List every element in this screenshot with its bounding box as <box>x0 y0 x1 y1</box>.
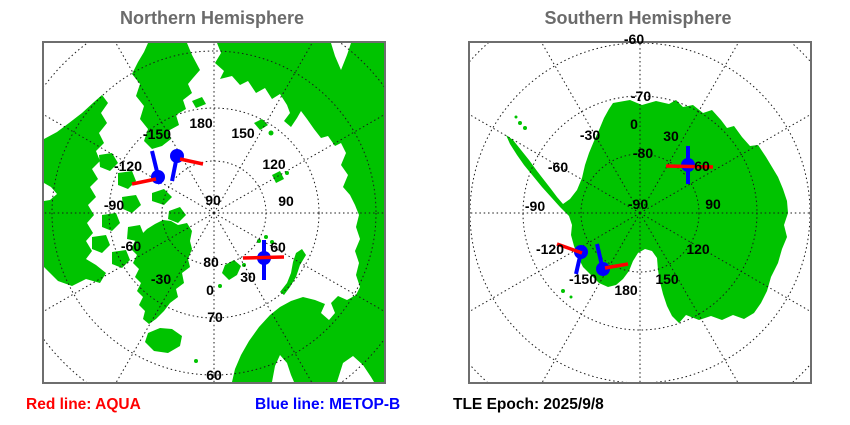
northern-hemisphere-svg <box>44 43 384 382</box>
island <box>152 189 172 205</box>
meridian-line <box>115 43 215 214</box>
southern-hemisphere-map: -60 -70 0 30 -30 -80 -60 60 -90 -90 90 -120 -150 180 1… <box>468 32 812 384</box>
northern-hemisphere-map: 180 150 -150 120 -120 90 -90 90 -60 -30 80 30 60 0 70 6… <box>42 41 386 384</box>
island <box>99 153 118 171</box>
meridian-line <box>541 43 641 214</box>
island <box>122 195 141 213</box>
landmass-north <box>44 43 384 382</box>
meridian-line <box>213 212 313 382</box>
island <box>268 130 274 136</box>
meridian-line <box>541 212 641 382</box>
island-wrangel <box>192 97 206 108</box>
island <box>242 263 246 267</box>
island-franz-josef <box>264 235 268 239</box>
island <box>514 115 518 119</box>
latitude-circle <box>108 107 320 319</box>
meridian-line <box>639 212 810 312</box>
satellite-position-dot <box>151 170 165 184</box>
aqua-track-line <box>604 262 629 270</box>
meridian-line <box>115 212 215 382</box>
island <box>92 235 110 253</box>
island-svalbard <box>222 260 241 280</box>
island-faroe <box>194 359 198 363</box>
island <box>218 284 222 288</box>
landmass-eurasia <box>215 43 384 382</box>
island <box>127 225 144 241</box>
meridian-line <box>44 114 215 214</box>
graticule <box>44 43 384 382</box>
island <box>523 126 527 130</box>
landmass-greenland <box>131 220 192 324</box>
latitude-circle <box>51 50 377 376</box>
island <box>118 171 136 189</box>
island <box>102 213 120 231</box>
northern-hemisphere-title: Northern Hemisphere <box>119 8 305 28</box>
aqua-track-line <box>556 242 583 255</box>
satellite-markers <box>131 149 285 280</box>
aqua-track-line <box>131 177 157 186</box>
island <box>518 121 522 125</box>
southern-hemisphere-title: Southern Hemisphere <box>544 8 732 28</box>
graticule <box>470 43 810 382</box>
legend-aqua: Red line: AQUA <box>26 396 141 413</box>
meridian-line <box>639 43 739 214</box>
island-novaya-zemlya <box>280 249 306 295</box>
island-severnaya <box>272 171 284 183</box>
island-new-siberian <box>254 119 268 130</box>
island <box>72 225 90 243</box>
aqua-track-line <box>242 255 285 260</box>
meridian-line <box>213 114 384 214</box>
legend-tle-epoch: TLE Epoch: 2025/9/8 <box>453 396 604 413</box>
meridian-line <box>44 212 215 312</box>
satellite-position-dot <box>596 262 610 276</box>
latitude-circle <box>580 153 700 273</box>
island <box>569 295 573 299</box>
island <box>168 207 186 223</box>
meridian-line <box>639 114 810 214</box>
landmass-alaska <box>132 43 200 149</box>
landmass-canada <box>44 95 108 286</box>
aqua-track-line <box>179 157 204 166</box>
landmass-antarctica <box>506 100 788 323</box>
island <box>561 289 565 293</box>
meridian-line <box>470 212 641 312</box>
island <box>112 250 130 268</box>
meridian-line <box>213 212 384 312</box>
southern-hemisphere-svg <box>470 43 810 382</box>
meridian-line <box>639 212 739 382</box>
landmass-south <box>506 100 788 323</box>
legend-metopb: Blue line: METOP-B <box>255 396 401 413</box>
meridian-line <box>470 114 641 214</box>
aqua-track-line <box>665 164 714 169</box>
island-iceland <box>145 328 182 353</box>
island-franz-josef <box>270 240 274 244</box>
satellite-markers <box>556 146 714 276</box>
island-franz-josef <box>257 239 261 243</box>
meridian-line <box>213 43 313 214</box>
